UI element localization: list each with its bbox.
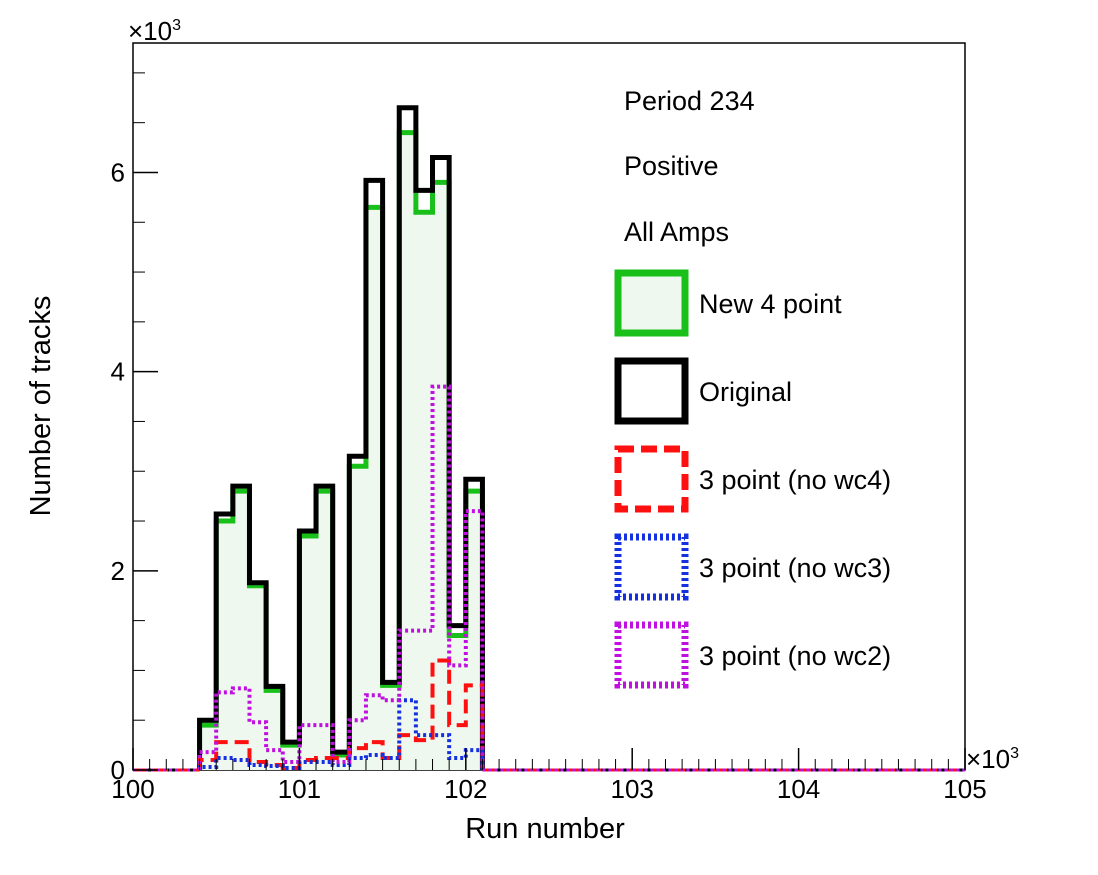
legend-swatch — [614, 445, 689, 513]
axis-layer: 100 101 102 103 104 105 0 2 4 6 — [111, 72, 987, 804]
y-tick-label: 0 — [111, 755, 125, 785]
annotation-period: Period 234 — [624, 86, 755, 116]
legend-swatch — [614, 269, 689, 337]
y-axis-label: Number of tracks — [25, 296, 57, 517]
x-tick-label: 101 — [278, 774, 321, 804]
legend-label: 3 point (no wc4) — [699, 465, 891, 495]
legend: New 4 point Original 3 point (no wc4) 3 poi… — [614, 269, 891, 689]
legend-label: 3 point (no wc3) — [699, 553, 891, 583]
x-tick-label: 100 — [111, 774, 154, 804]
y-tick-label: 2 — [111, 556, 125, 586]
histogram-layer — [133, 105, 965, 772]
x-tick-label: 104 — [777, 774, 820, 804]
legend-label: 3 point (no wc2) — [699, 641, 891, 671]
legend-swatch — [614, 357, 689, 425]
legend-swatch — [614, 621, 689, 689]
series-fill-0 — [199, 132, 483, 771]
y-multiplier: ×103 — [128, 16, 181, 46]
series-line-2 — [197, 658, 485, 771]
annotation-charge: Positive — [624, 151, 719, 181]
series-line-0 — [197, 130, 485, 770]
y-tick-label: 6 — [111, 157, 125, 187]
legend-label: New 4 point — [699, 289, 842, 319]
series-line-3 — [197, 698, 485, 771]
legend-swatch — [614, 533, 689, 601]
y-tick-label: 4 — [111, 357, 125, 387]
legend-label: Original — [699, 377, 792, 407]
x-multiplier: ×103 — [966, 744, 1019, 774]
x-tick-label: 103 — [611, 774, 654, 804]
x-axis-label: Run number — [465, 813, 625, 845]
annotation-amps: All Amps — [624, 217, 729, 247]
series-line-1 — [197, 105, 485, 770]
x-tick-label: 102 — [444, 774, 487, 804]
x-tick-label: 105 — [943, 774, 986, 804]
